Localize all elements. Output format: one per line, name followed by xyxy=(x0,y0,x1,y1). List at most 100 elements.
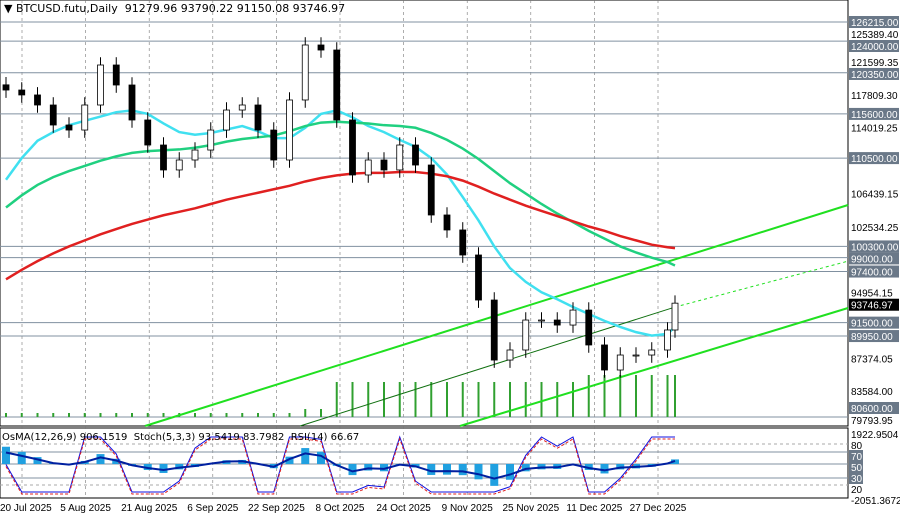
osma-label: OsMA(12,26,9) 906.1519 xyxy=(2,432,128,443)
volume-bar xyxy=(304,409,307,417)
volume-bar xyxy=(572,382,574,417)
y-tick-label: 126215.00 xyxy=(851,18,899,29)
y-tick-label: 83584.00 xyxy=(851,387,893,398)
x-tick-label: 5 Aug 2025 xyxy=(60,503,111,514)
osma-bar xyxy=(285,456,294,464)
osma-bar xyxy=(33,457,42,464)
x-tick-label: 21 Aug 2025 xyxy=(121,503,178,514)
level-label-bg xyxy=(849,16,899,28)
level-label-bg xyxy=(849,240,899,253)
oscillator-title: OsMA(12,26,9) 906.1519 Stoch(5,3,3) 93.5… xyxy=(2,432,359,443)
candle-body xyxy=(412,144,419,166)
symbol-label: BTCUSD.futu,Daily xyxy=(15,2,118,15)
level-label-bg xyxy=(849,67,899,80)
osma-bar xyxy=(364,464,373,471)
candle-body xyxy=(459,229,467,256)
candle-body xyxy=(2,84,10,91)
channel-mid-line xyxy=(299,306,676,427)
volume-bar xyxy=(446,382,448,417)
y-tick-label: 80600.00 xyxy=(851,404,893,415)
candle-body xyxy=(553,319,561,326)
volume-bar xyxy=(83,413,86,417)
collapse-triangle-icon[interactable]: ▼ xyxy=(4,2,16,15)
channel-mid-extension xyxy=(674,260,849,308)
candle-body xyxy=(301,44,309,101)
y-tick-label: 114019.25 xyxy=(851,124,898,135)
y-tick-label: 117809.30 xyxy=(851,91,898,102)
candle-body xyxy=(254,104,262,131)
osma-bar xyxy=(458,464,467,476)
osc-tick-label: 50 xyxy=(851,463,863,474)
candle-body xyxy=(349,119,356,176)
x-tick-label: 11 Dec 2025 xyxy=(566,503,622,514)
x-tick-label: 8 Oct 2025 xyxy=(316,503,365,514)
osma-bar xyxy=(506,464,514,480)
y-tick-label: 87374.05 xyxy=(851,354,893,365)
volume-bar xyxy=(461,382,464,417)
osc-tick-label: -2051.3672 xyxy=(851,496,900,507)
y-tick-label: 121599.35 xyxy=(851,58,899,69)
candle-body xyxy=(427,164,435,216)
candle-body xyxy=(238,104,246,111)
candle-body xyxy=(270,129,278,161)
stoch-label: Stoch(5,3,3) 93.5419 83.7982 xyxy=(133,432,285,443)
volume-bar xyxy=(477,382,480,417)
candle-body xyxy=(65,124,73,131)
candle-body xyxy=(223,109,230,131)
volume-bar xyxy=(52,413,55,417)
volume-bar xyxy=(509,382,511,417)
candle-body xyxy=(175,159,183,171)
ma-fast-line xyxy=(4,109,676,337)
volume-bar xyxy=(241,413,244,417)
candle-body xyxy=(160,144,167,171)
y-tick-label: 100300.00 xyxy=(851,242,899,253)
level-label-bg xyxy=(849,40,899,52)
osc-label-bg xyxy=(849,472,863,484)
osma-bar xyxy=(96,454,105,464)
candle-body xyxy=(648,349,656,356)
volume-bar xyxy=(493,382,496,417)
candle-body xyxy=(522,319,530,351)
volume-bar xyxy=(115,413,118,417)
channel-lower-line xyxy=(459,307,849,427)
x-tick-label: 25 Nov 2025 xyxy=(502,503,559,514)
level-label-bg xyxy=(849,152,899,165)
osc-label-bg xyxy=(849,461,863,473)
volume-bar xyxy=(194,413,196,417)
x-tick-label: 6 Sep 2025 xyxy=(187,503,239,514)
x-tick-label: 27 Dec 2025 xyxy=(630,503,687,514)
y-tick-label: 91500.00 xyxy=(851,319,893,330)
osma-bar xyxy=(348,464,357,476)
volume-bar xyxy=(351,382,354,417)
x-tick-label: 22 Sep 2025 xyxy=(248,503,305,514)
x-tick-label: 20 Jul 2025 xyxy=(0,503,52,514)
candle-body xyxy=(144,119,152,146)
osma-bar xyxy=(17,451,26,464)
y-tick-label: 97400.00 xyxy=(851,268,893,279)
candle-body xyxy=(506,349,514,361)
volume-bar xyxy=(603,375,606,417)
volume-bar xyxy=(36,413,39,417)
candle-body xyxy=(286,99,293,161)
candle-body xyxy=(538,319,545,322)
y-tick-label: 89950.00 xyxy=(851,332,893,343)
osc-tick-label: 1922.9504 xyxy=(851,430,899,441)
candle-body xyxy=(671,302,679,331)
volume-bar xyxy=(225,413,228,417)
candle-body xyxy=(207,129,215,151)
osc-tick-label: 80 xyxy=(851,441,863,452)
oscillator-frame xyxy=(0,427,849,499)
y-tick-label: 99000.00 xyxy=(851,254,893,265)
level-label-bg xyxy=(849,316,899,329)
x-tick-label: 9 Nov 2025 xyxy=(442,503,494,514)
osc-tick-label: 30 xyxy=(851,474,863,485)
candle-body xyxy=(112,64,120,86)
osma-bar xyxy=(301,448,310,464)
ma-mid-line xyxy=(5,120,676,267)
volume-bar xyxy=(162,413,165,417)
volume-bar xyxy=(587,375,590,417)
level-label-bg xyxy=(849,252,899,265)
x-tick-label: 24 Oct 2025 xyxy=(376,503,431,514)
osc-tick-label: 70 xyxy=(851,452,863,463)
